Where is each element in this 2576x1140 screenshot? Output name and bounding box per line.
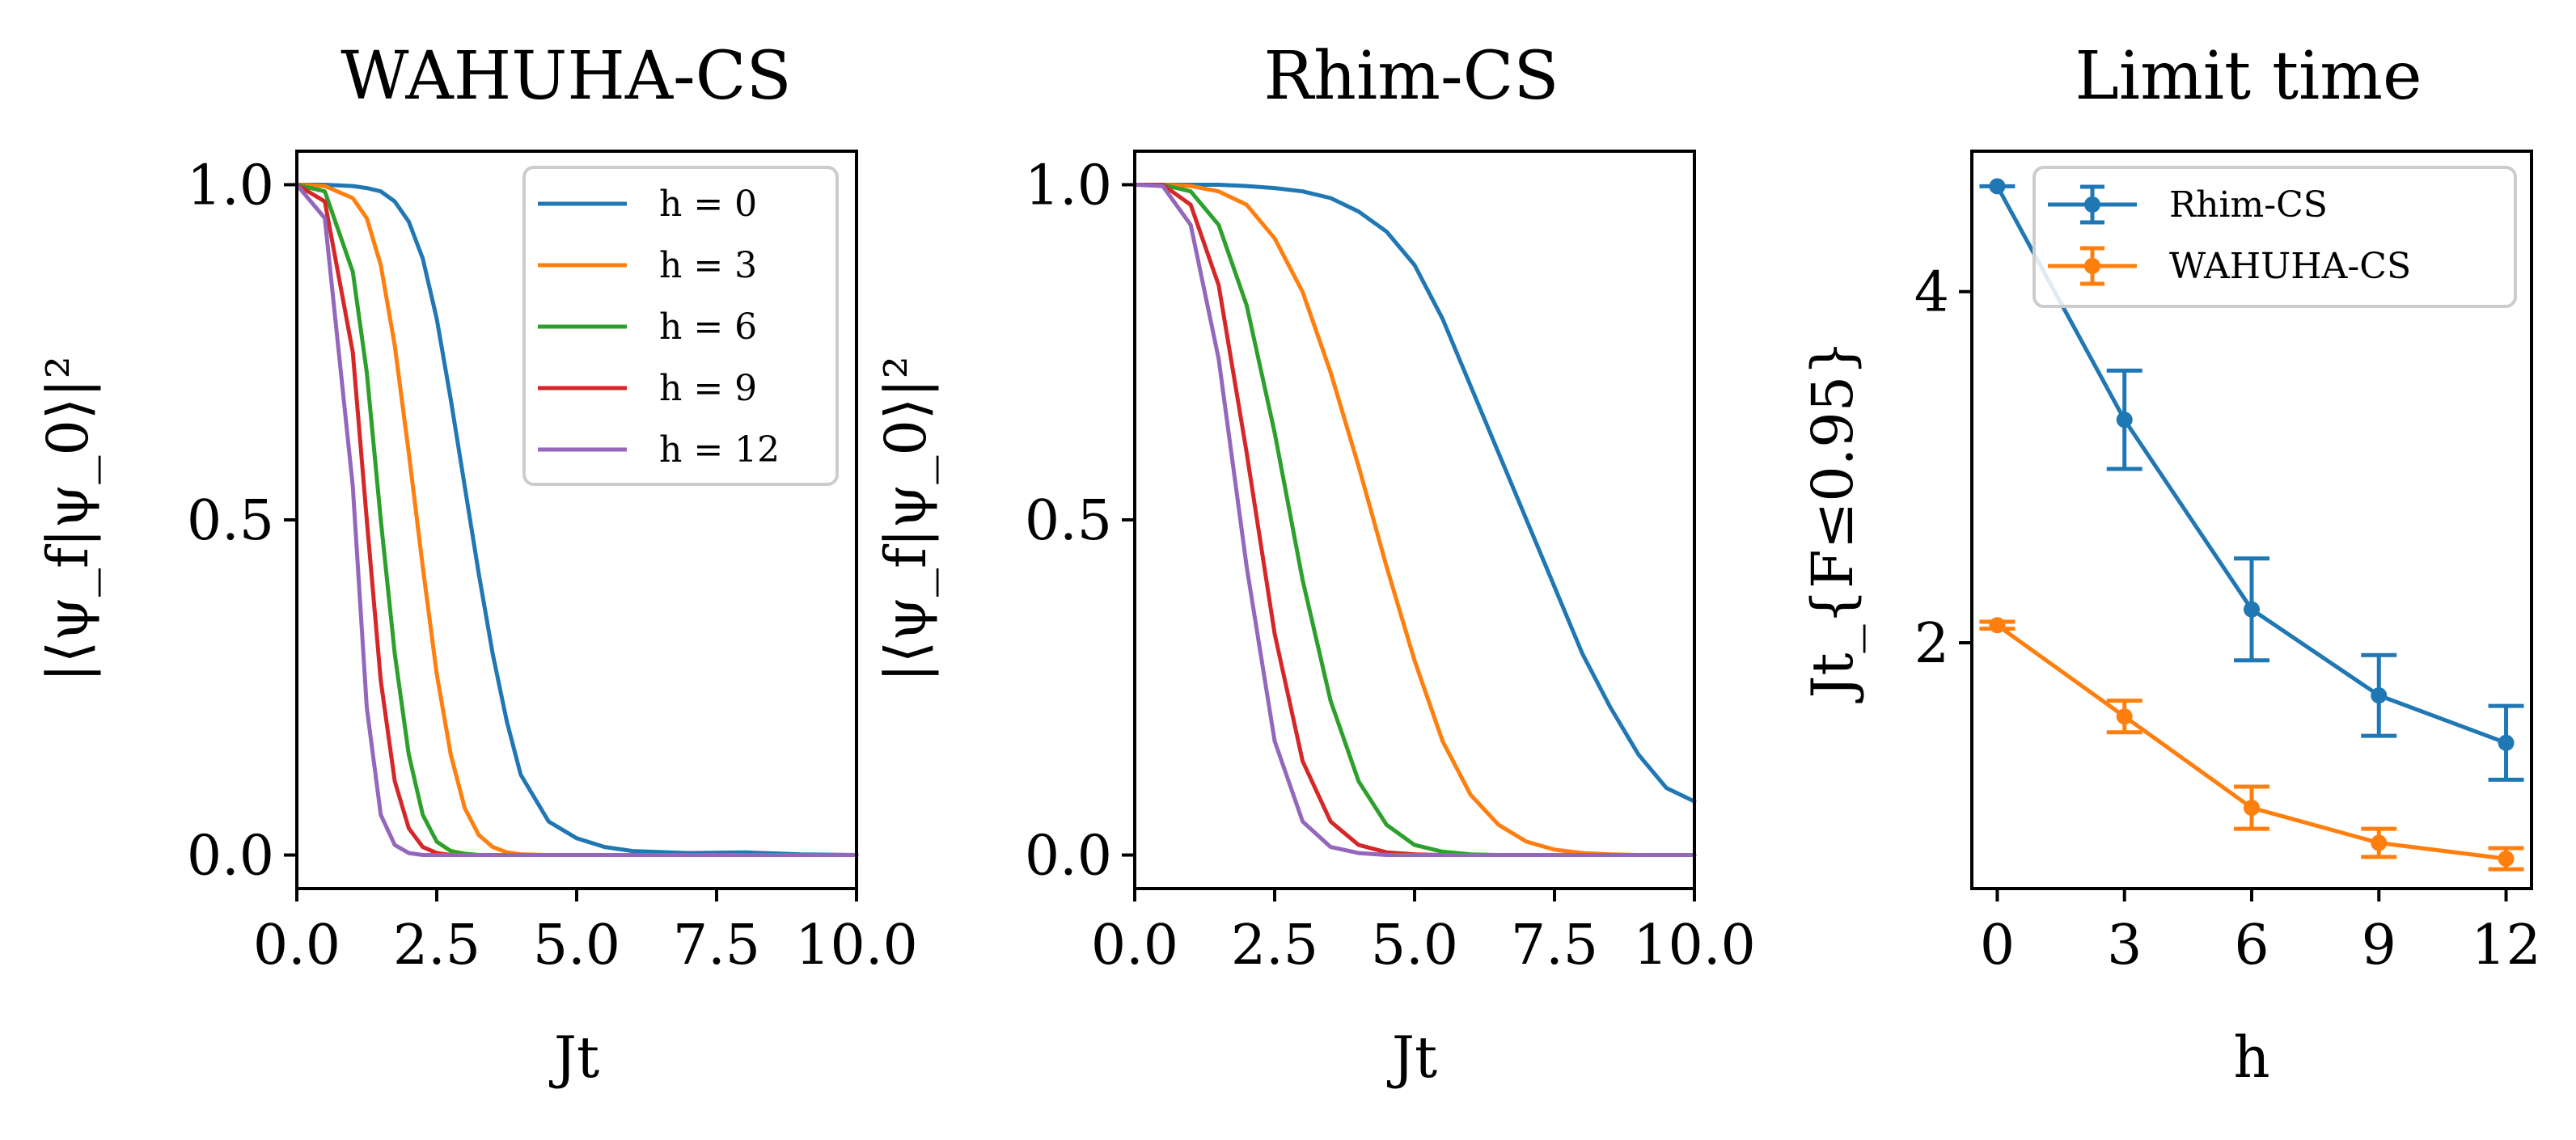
- series-line-4: [294, 183, 859, 857]
- legend-label-4: h = 12: [659, 429, 780, 471]
- panel-rhim-ylabel: |⟨ψ_f|ψ_0⟩|²: [873, 356, 939, 682]
- legend-label-1: h = 3: [659, 245, 757, 286]
- data-point: [2116, 412, 2133, 429]
- x-tick-label: 7.5: [1511, 914, 1598, 977]
- x-tick-label: 7.5: [673, 914, 760, 977]
- x-tick-label: 6: [2234, 914, 2269, 977]
- y-tick-label: 1.0: [187, 154, 274, 217]
- y-tick-label: 0.5: [187, 489, 274, 553]
- x-tick-label: 3: [2107, 914, 2142, 977]
- legend-label-1: WAHUHA-CS: [2169, 246, 2411, 287]
- panel-wahuha-ylabel: |⟨ψ_f|ψ_0⟩|²: [35, 356, 101, 682]
- series-line-0: [294, 183, 859, 857]
- data-point: [2498, 851, 2515, 868]
- series-line-4: [1132, 183, 1697, 857]
- panel-limit-ticks: 0 3 6 9 12 2 4: [1914, 261, 2541, 977]
- legend-label-2: h = 6: [659, 306, 757, 348]
- panel-rhim-xlabel: Jt: [1387, 1024, 1437, 1091]
- data-point: [2498, 734, 2515, 751]
- y-tick-label: 0.5: [1025, 489, 1112, 553]
- data-point: [1989, 178, 2006, 195]
- legend-frame: [522, 166, 839, 486]
- panel-limit-ylabel: Jt_{F≤0.95}: [1800, 340, 1866, 703]
- panel-limit-time: Limit time 0 3 6 9 12 2 4 h Jt_{F≤0.95} Rhim-C…: [1800, 38, 2541, 1091]
- panel-wahuha-legend: h = 0 h = 3 h = 6 h = 9 h = 12: [522, 166, 839, 486]
- legend-items: Rhim-CS WAHUHA-CS: [2048, 184, 2411, 287]
- panel-wahuha-title: WAHUHA-CS: [341, 38, 791, 115]
- y-tick-label: 0.0: [187, 825, 274, 889]
- x-tick-label: 0.0: [253, 914, 341, 977]
- y-tick-label: 4: [1914, 261, 1949, 325]
- x-tick-label: 0.0: [1091, 914, 1178, 977]
- data-point: [2371, 687, 2388, 704]
- legend-label-0: Rhim-CS: [2169, 184, 2328, 226]
- legend-swatch-point: [2084, 258, 2100, 274]
- x-tick-label: 0: [1980, 914, 2015, 977]
- y-tick-label: 2: [1914, 612, 1949, 676]
- panel-wahuha-xlabel: Jt: [549, 1024, 599, 1091]
- legend-label-3: h = 9: [659, 368, 757, 409]
- data-point: [2244, 601, 2260, 618]
- panel-rhim-ticks: 0.0 2.5 5.0 7.5 10.0 0.0 0.5 1.0: [1025, 154, 1756, 977]
- x-tick-label: 10.0: [1633, 914, 1755, 977]
- panel-wahuha-plot-area: [294, 183, 859, 857]
- legend-items: h = 0 h = 3 h = 6 h = 9 h = 12: [538, 184, 780, 471]
- panel-rhim: Rhim-CS 0.0 2.5 5.0 7.5 10.0 0.0 0.5 1.0 Jt |⟨ψ…: [873, 38, 1756, 1091]
- panel-wahuha-ticks: 0.0 2.5 5.0 7.5 10.0 0.0 0.5 1.0: [187, 154, 918, 977]
- panel-limit-plot-area: [1979, 178, 2524, 872]
- x-tick-label: 2.5: [1231, 914, 1318, 977]
- y-tick-label: 0.0: [1025, 825, 1112, 889]
- panel-wahuha: WAHUHA-CS 0.0 2.5 5.0 7.5 10.0 0.0 0.5 1.0 Jt |…: [35, 38, 918, 1091]
- panel-limit-legend: Rhim-CS WAHUHA-CS: [2032, 166, 2517, 308]
- panel-rhim-plot-area: [1132, 183, 1697, 857]
- legend-label-0: h = 0: [659, 184, 757, 225]
- legend-frame: [2032, 166, 2517, 308]
- x-tick-label: 5.0: [533, 914, 620, 977]
- x-tick-label: 9: [2362, 914, 2396, 977]
- panel-limit-title: Limit time: [2075, 38, 2422, 115]
- panel-rhim-title: Rhim-CS: [1263, 38, 1559, 115]
- x-tick-label: 10.0: [795, 914, 917, 977]
- x-tick-label: 12: [2471, 914, 2541, 977]
- y-tick-label: 1.0: [1025, 154, 1112, 217]
- series-line-0: [1132, 183, 1697, 804]
- data-point: [2371, 834, 2388, 851]
- data-point: [1989, 617, 2006, 634]
- x-tick-label: 5.0: [1371, 914, 1458, 977]
- x-tick-label: 2.5: [393, 914, 480, 977]
- data-point: [2116, 708, 2133, 725]
- data-point: [2244, 800, 2260, 817]
- panel-limit-xlabel: h: [2233, 1024, 2269, 1091]
- legend-swatch-point: [2084, 196, 2100, 213]
